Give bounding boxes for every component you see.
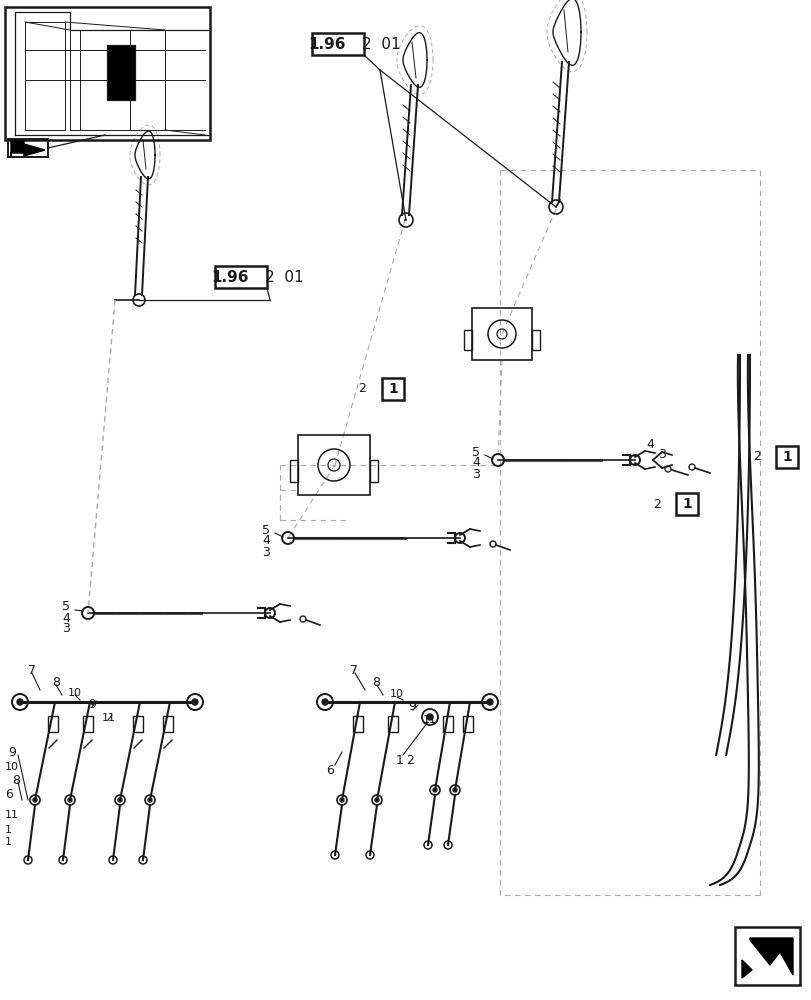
Bar (83, 716, 93, 732)
Bar (531, 330, 539, 350)
Text: 11: 11 (102, 713, 116, 723)
Text: 11: 11 (423, 715, 436, 725)
Bar (8, 139, 48, 157)
Circle shape (322, 699, 328, 705)
Bar (311, 33, 363, 55)
Circle shape (68, 798, 72, 802)
Bar (290, 460, 298, 482)
Bar (215, 266, 267, 288)
Text: 2  01: 2 01 (361, 37, 400, 52)
Text: 5: 5 (262, 524, 270, 536)
Text: 2  01: 2 01 (264, 269, 303, 284)
Circle shape (487, 699, 492, 705)
Text: 11: 11 (5, 810, 19, 820)
Text: 4: 4 (62, 611, 70, 624)
Text: 1.96: 1.96 (308, 37, 345, 52)
Bar (107, 45, 135, 100)
Text: 5: 5 (62, 600, 70, 613)
Text: 3: 3 (657, 448, 665, 462)
Text: 3: 3 (62, 622, 70, 636)
Text: 8: 8 (52, 676, 60, 688)
Text: 9: 9 (88, 698, 96, 711)
Text: 2: 2 (752, 450, 760, 464)
Text: 8: 8 (371, 676, 380, 688)
Text: 1: 1 (5, 825, 12, 835)
Polygon shape (749, 938, 792, 975)
Bar (462, 716, 473, 732)
Bar (388, 716, 397, 732)
Polygon shape (11, 141, 45, 156)
Bar (5, 7, 210, 140)
Bar (48, 716, 58, 732)
Text: 2: 2 (358, 382, 366, 395)
Text: 5: 5 (471, 446, 479, 458)
Text: 3: 3 (262, 546, 270, 558)
Text: 1: 1 (781, 450, 791, 464)
Text: 1: 1 (388, 382, 397, 396)
Circle shape (375, 798, 379, 802)
Circle shape (17, 699, 23, 705)
Bar (471, 308, 531, 360)
Text: 10: 10 (68, 688, 82, 698)
Text: 3: 3 (471, 468, 479, 481)
Text: 9: 9 (8, 745, 16, 758)
Circle shape (340, 798, 344, 802)
Bar (370, 460, 378, 482)
Text: 10: 10 (389, 689, 404, 699)
Circle shape (118, 798, 122, 802)
Bar (381, 378, 404, 400)
Bar (298, 435, 370, 495)
Text: 4: 4 (646, 438, 653, 450)
Circle shape (191, 699, 198, 705)
Text: 9: 9 (407, 700, 415, 713)
Text: 7: 7 (28, 664, 36, 676)
Bar (163, 716, 173, 732)
Bar (676, 493, 697, 515)
Polygon shape (741, 938, 792, 978)
Circle shape (453, 788, 457, 792)
Bar (443, 716, 453, 732)
Polygon shape (741, 960, 751, 978)
Bar (353, 716, 363, 732)
Text: 6: 6 (326, 764, 333, 776)
Bar (463, 330, 471, 350)
Circle shape (148, 798, 152, 802)
Text: 8: 8 (12, 774, 20, 786)
Bar (775, 446, 797, 468)
Text: 2: 2 (406, 754, 414, 766)
Text: 7: 7 (350, 664, 358, 676)
Text: 2: 2 (652, 497, 660, 510)
Circle shape (432, 788, 436, 792)
Circle shape (427, 714, 432, 720)
Bar (734, 927, 799, 985)
Text: 4: 4 (471, 456, 479, 470)
Text: 6: 6 (5, 788, 13, 801)
Bar (107, 45, 135, 100)
Text: 4: 4 (262, 534, 270, 548)
Text: 1: 1 (396, 754, 403, 766)
Text: 1: 1 (681, 497, 691, 511)
Text: 10: 10 (5, 762, 19, 772)
Text: 1.96: 1.96 (211, 269, 248, 284)
Text: 1: 1 (5, 837, 12, 847)
Circle shape (33, 798, 37, 802)
Bar (133, 716, 143, 732)
